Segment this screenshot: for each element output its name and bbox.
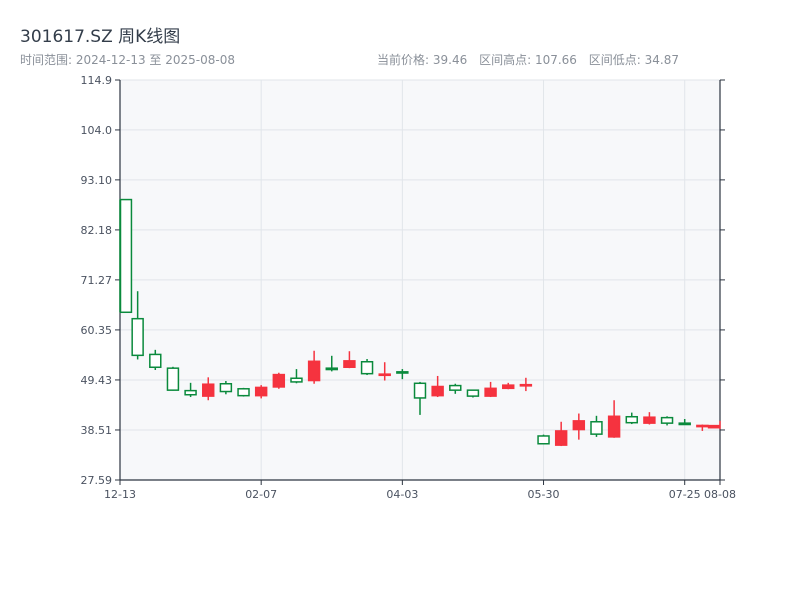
candle (325, 355, 338, 372)
y-tick-label: 38.51 (81, 424, 113, 437)
candle-body (537, 435, 550, 445)
candle-body (572, 420, 586, 431)
candle-body (484, 387, 497, 397)
price-stats: 当前价格: 39.46 区间高点: 107.66 区间低点: 34.87 (377, 51, 679, 68)
candle (625, 412, 638, 425)
date-range-text: 时间范围: 2024-12-13 至 2025-08-08 (20, 53, 235, 67)
chart-title: 301617.SZ 周K线图 (20, 27, 181, 47)
candle (590, 415, 603, 437)
candle (202, 377, 215, 401)
candle (119, 198, 133, 314)
candle-body (325, 367, 338, 371)
candle (396, 369, 409, 380)
candle-body (643, 416, 656, 424)
candle (607, 400, 621, 438)
y-tick-label: 49.43 (81, 374, 113, 387)
candle (449, 383, 462, 394)
candle-body (396, 371, 409, 374)
candle (131, 291, 144, 360)
candle-body (149, 353, 162, 369)
y-tick-label: 60.35 (81, 324, 113, 337)
candle-body (607, 415, 621, 438)
candles (119, 198, 721, 447)
candle-body (696, 424, 709, 428)
candle (502, 382, 515, 390)
current-price-text: 当前价格: 39.46 (377, 53, 468, 67)
candle-body (519, 383, 533, 387)
candle (643, 412, 656, 425)
candle-body (678, 422, 691, 426)
range-high-text: 区间高点: 107.66 (479, 53, 577, 67)
candle-body (219, 382, 233, 393)
candle (360, 359, 374, 376)
candle (272, 372, 286, 389)
candle (572, 413, 586, 440)
candle (378, 362, 391, 381)
candle (219, 380, 233, 395)
candle-body (254, 386, 268, 397)
candle (237, 387, 250, 397)
axes (115, 79, 725, 485)
candle-body (119, 198, 133, 314)
candle-body (131, 317, 144, 357)
candle-body (466, 389, 480, 397)
candle (554, 421, 568, 447)
x-tick-label: 02-07 (245, 488, 277, 501)
y-tick-label: 82.18 (81, 224, 113, 237)
candle (537, 434, 550, 445)
candle-body (554, 430, 568, 446)
candle-body (272, 373, 286, 388)
y-tick-label: 27.59 (81, 474, 113, 487)
candle-body (502, 384, 515, 390)
y-tick-label: 93.10 (81, 174, 113, 187)
candle-body (202, 383, 215, 397)
candle-body (237, 388, 250, 397)
x-tick-label: 12-13 (104, 488, 136, 501)
candle (678, 419, 691, 426)
candle-body (660, 416, 674, 424)
y-tick-label: 104.0 (81, 124, 113, 137)
candle-body (307, 360, 321, 382)
candle (149, 349, 162, 371)
candle (484, 381, 497, 398)
candle-body (184, 389, 197, 396)
candle-body (625, 415, 638, 424)
x-tick-label: 08-08 (704, 488, 736, 501)
candle (707, 420, 721, 430)
candle (413, 381, 427, 415)
candle-body (449, 384, 462, 391)
candle (466, 389, 480, 398)
candle-body (431, 385, 444, 397)
y-tick-label: 114.9 (81, 74, 113, 87)
candle-body (707, 424, 721, 429)
candle-body (166, 367, 180, 391)
x-tick-label: 07-25 (669, 488, 701, 501)
candle-body (413, 382, 427, 399)
candle-body (290, 377, 303, 383)
candle-body (590, 421, 603, 435)
range-low-text: 区间低点: 34.87 (588, 53, 679, 67)
x-tick-label: 04-03 (386, 488, 418, 501)
x-tick-label: 05-30 (528, 488, 560, 501)
candle (343, 351, 356, 369)
candle (519, 377, 533, 392)
candle-body (360, 361, 374, 375)
grid-lines (119, 79, 721, 481)
candle (290, 369, 303, 384)
candle-body (378, 373, 391, 377)
candle (307, 350, 321, 384)
candle-body (343, 360, 356, 369)
candle (431, 375, 444, 398)
candle (166, 366, 180, 391)
candle (254, 385, 268, 399)
y-tick-label: 71.27 (81, 274, 113, 287)
candle (184, 382, 197, 398)
tick-labels: 27.59 38.51 49.43 60.35 71.27 82.18 93.10 104.0… (81, 74, 736, 501)
candle (660, 416, 674, 426)
